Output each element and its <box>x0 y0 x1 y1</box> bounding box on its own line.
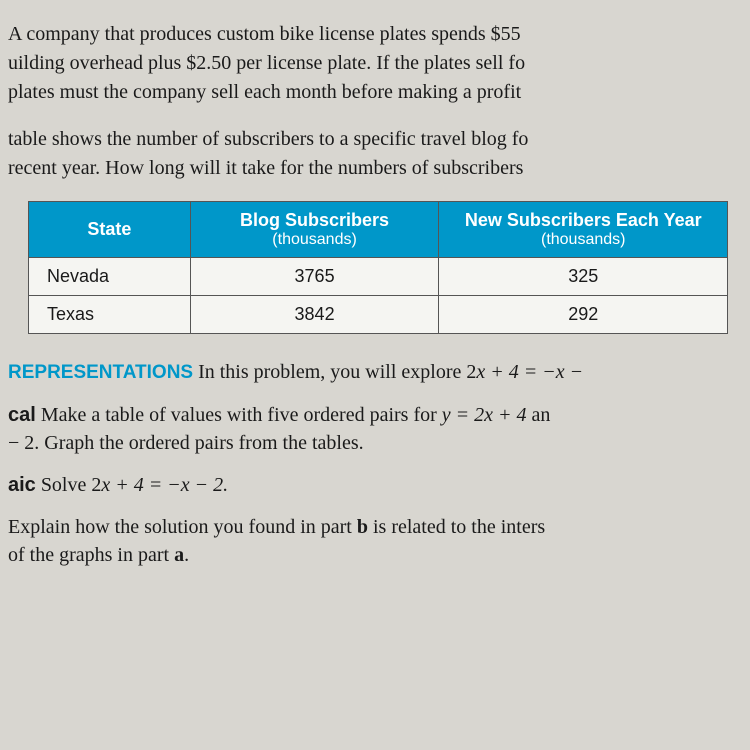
math-expr: y = 2x + 4 <box>442 404 527 426</box>
cell-subs: 3842 <box>190 296 439 334</box>
text: Solve 2 <box>36 474 102 496</box>
cell-state: Texas <box>29 296 191 334</box>
text: In this problem, you will explore 2 <box>193 361 476 383</box>
sub-label: aic <box>8 474 36 496</box>
cell-new: 325 <box>439 258 728 296</box>
sub-label: cal <box>8 404 36 426</box>
cal-subproblem: cal Make a table of values with five ord… <box>8 401 750 457</box>
header-state: State <box>29 202 191 258</box>
math-expr: x + 4 = −x − <box>476 361 583 383</box>
subscribers-table: State Blog Subscribers (thousands) New S… <box>28 201 728 334</box>
text: Make a table of values with five ordered… <box>36 404 442 426</box>
text: − 2. Graph the ordered pairs from the ta… <box>8 432 364 454</box>
explain-subproblem: Explain how the solution you found in pa… <box>8 513 750 569</box>
math-expr: x + 4 = −x − 2. <box>101 474 228 496</box>
text: . <box>184 544 189 566</box>
section-heading: REPRESENTATIONS <box>8 362 193 383</box>
text: of the graphs in part <box>8 544 174 566</box>
text-line: uilding overhead plus $2.50 per license … <box>8 52 525 74</box>
header-new-subscribers: New Subscribers Each Year (thousands) <box>439 202 728 258</box>
text-line: recent year. How long will it take for t… <box>8 157 523 179</box>
header-blog-subscribers: Blog Subscribers (thousands) <box>190 202 439 258</box>
text: an <box>527 404 551 426</box>
table-row: Texas 3842 292 <box>29 296 728 334</box>
cell-state: Nevada <box>29 258 191 296</box>
table-row: Nevada 3765 325 <box>29 258 728 296</box>
header-sublabel: (thousands) <box>453 231 713 249</box>
cell-new: 292 <box>439 296 728 334</box>
text-line: table shows the number of subscribers to… <box>8 128 528 150</box>
header-sublabel: (thousands) <box>205 231 425 249</box>
part-ref: b <box>357 516 368 538</box>
text-line: A company that produces custom bike lice… <box>8 23 521 45</box>
word-problem-2: table shows the number of subscribers to… <box>8 125 750 183</box>
representations-line: REPRESENTATIONS In this problem, you wil… <box>8 358 750 387</box>
header-label: State <box>87 219 131 239</box>
part-ref: a <box>174 544 184 566</box>
aic-subproblem: aic Solve 2x + 4 = −x − 2. <box>8 471 750 499</box>
text-line: plates must the company sell each month … <box>8 81 521 103</box>
text: is related to the inters <box>368 516 545 538</box>
word-problem-1: A company that produces custom bike lice… <box>8 20 750 107</box>
header-label: Blog Subscribers <box>240 210 389 230</box>
cell-subs: 3765 <box>190 258 439 296</box>
text: Explain how the solution you found in pa… <box>8 516 357 538</box>
header-label: New Subscribers Each Year <box>465 210 702 230</box>
